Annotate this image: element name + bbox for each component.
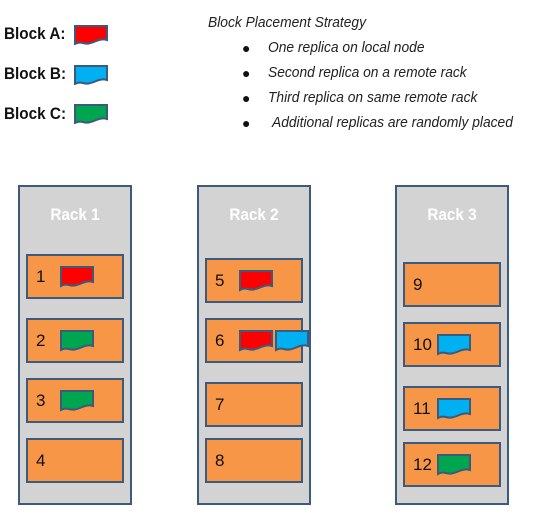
bullet-dot-icon: ● [242,65,251,81]
block-b-icon [275,329,309,352]
node-number: 4 [36,450,46,470]
node-7: 7 [205,382,303,427]
strategy-bullet-2: Second replica on a remote rack [268,64,467,81]
node-number: 7 [215,394,225,414]
bullet-dot-icon: ● [242,40,251,56]
node-number: 10 [413,334,432,354]
block-a-icon [60,265,94,288]
node-number: 11 [413,398,431,418]
node-11: 11 [403,386,501,431]
block-c-icon [60,329,94,352]
node-3: 3 [26,378,124,423]
block-a-icon [239,269,273,292]
node-8: 8 [205,438,303,483]
strategy-bullet-4: Additional replicas are randomly placed [272,114,513,131]
node-number: 8 [215,450,225,470]
strategy-bullet-1: One replica on local node [268,39,425,56]
node-number: 12 [413,454,432,474]
node-10: 10 [403,322,501,367]
legend-label-block-b: Block B: [4,64,67,83]
block-a-icon [239,329,273,352]
node-6: 6 [205,318,309,363]
bullet-dot-icon: ● [242,115,251,131]
strategy-title: Block Placement Strategy [208,14,367,31]
block-a-swatch-icon [74,25,108,45]
legend-label-block-a: Block A: [4,24,66,43]
node-number: 1 [36,266,46,286]
block-b-icon [437,397,471,420]
node-number: 5 [215,270,225,290]
rack-title: Rack 2 [229,205,279,224]
rack-title: Rack 1 [50,205,100,224]
block-c-swatch-icon [74,104,108,124]
node-2: 2 [26,318,124,363]
node-5: 5 [205,258,303,303]
block-c-icon [60,389,94,412]
node-4: 4 [26,438,124,483]
block-b-icon [437,333,471,356]
bullet-dot-icon: ● [242,90,251,106]
block-b-swatch-icon [74,65,108,85]
node-9: 9 [403,262,501,307]
node-1: 1 [26,254,124,299]
node-12: 12 [403,442,501,487]
node-number: 3 [36,390,46,410]
node-number: 9 [413,274,423,294]
node-number: 2 [36,330,46,350]
node-number: 6 [215,330,225,350]
strategy-bullet-3: Third replica on same remote rack [268,89,478,106]
legend-label-block-c: Block C: [4,104,67,123]
rack-title: Rack 3 [427,205,477,224]
block-c-icon [437,453,471,476]
